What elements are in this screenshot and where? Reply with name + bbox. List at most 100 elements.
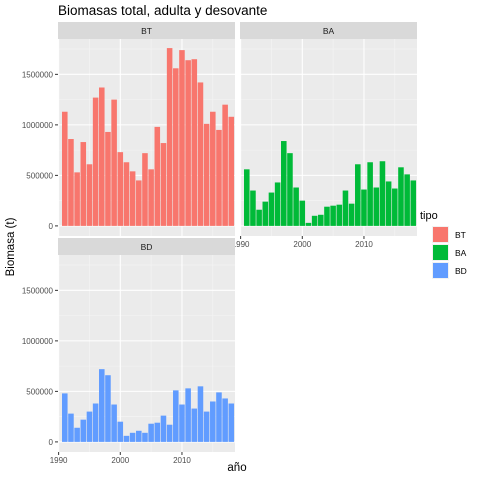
bar bbox=[62, 393, 68, 442]
bar bbox=[348, 203, 355, 226]
bar bbox=[99, 369, 105, 442]
bar bbox=[210, 401, 216, 442]
legend-label: BT bbox=[455, 230, 466, 240]
facet-panel-bt: BT 0 500000 1000000 1500000 bbox=[22, 22, 235, 236]
bar bbox=[74, 172, 80, 226]
x-axis-title: año bbox=[227, 462, 246, 474]
bar bbox=[191, 59, 198, 226]
legend-title: tipo bbox=[420, 210, 438, 222]
y-tick-label: 0 bbox=[49, 438, 54, 447]
bar bbox=[123, 435, 130, 442]
bar bbox=[185, 388, 191, 442]
bar bbox=[222, 398, 228, 442]
bar bbox=[185, 60, 191, 226]
bar bbox=[142, 432, 148, 442]
bar bbox=[274, 182, 281, 226]
facet-strip bbox=[240, 22, 417, 39]
legend-swatch-bd bbox=[433, 263, 448, 278]
bar bbox=[324, 206, 330, 226]
facet-strip-label: BA bbox=[323, 26, 335, 36]
bar bbox=[154, 126, 161, 226]
bar bbox=[148, 169, 154, 226]
bar bbox=[117, 152, 124, 226]
bar bbox=[154, 422, 161, 442]
bar bbox=[228, 116, 235, 226]
bar bbox=[361, 189, 367, 226]
bar bbox=[191, 408, 198, 442]
bar bbox=[99, 87, 105, 226]
bar bbox=[92, 403, 99, 442]
bar bbox=[404, 174, 410, 226]
legend-swatch-bt bbox=[433, 227, 448, 242]
bar bbox=[336, 204, 343, 226]
bar bbox=[111, 404, 117, 442]
bar bbox=[305, 222, 312, 226]
bar bbox=[166, 48, 173, 226]
bar bbox=[117, 421, 124, 442]
bar bbox=[166, 424, 173, 442]
y-tick-label: 500000 bbox=[26, 171, 53, 180]
y-tick-label: 1000000 bbox=[22, 121, 54, 130]
bar bbox=[129, 171, 136, 226]
bar bbox=[299, 200, 306, 226]
bar bbox=[111, 99, 117, 226]
y-tick-label: 1500000 bbox=[22, 70, 54, 79]
y-tick-label: 0 bbox=[49, 222, 54, 231]
bar bbox=[160, 143, 167, 226]
y-axis-title: Biomasa (t) bbox=[5, 217, 17, 276]
bar bbox=[68, 413, 74, 442]
bar bbox=[342, 190, 349, 226]
facet-panel-ba: BA 1990 2000 2010 bbox=[232, 22, 417, 249]
bar bbox=[203, 123, 210, 226]
bar bbox=[367, 162, 373, 226]
facet-strip-label: BD bbox=[141, 242, 153, 252]
bar bbox=[293, 187, 299, 226]
x-tick-label: 1990 bbox=[50, 456, 68, 465]
legend-label: BA bbox=[455, 248, 467, 258]
bar bbox=[287, 153, 293, 226]
y-tick-label: 1000000 bbox=[22, 337, 54, 346]
bar bbox=[410, 180, 417, 226]
bar bbox=[80, 142, 87, 226]
bar bbox=[256, 209, 262, 226]
legend: tipo BT BA BD bbox=[420, 210, 467, 279]
legend-swatch-ba bbox=[433, 245, 448, 260]
bar bbox=[379, 161, 386, 226]
facet-panel-bd: BD 0 500000 1000000 1500000 1990 2000 2010 bbox=[22, 238, 235, 465]
bar bbox=[210, 111, 216, 226]
bar bbox=[250, 190, 256, 226]
x-tick-label: 2000 bbox=[293, 240, 311, 249]
facet-strip bbox=[58, 238, 235, 255]
bar bbox=[142, 153, 148, 226]
bar bbox=[216, 392, 222, 442]
bar bbox=[105, 131, 111, 226]
bar bbox=[355, 164, 361, 226]
bar bbox=[86, 411, 93, 442]
bar bbox=[68, 139, 74, 226]
bar bbox=[173, 390, 179, 442]
bar bbox=[281, 141, 287, 226]
bar bbox=[373, 187, 380, 226]
bar bbox=[129, 432, 136, 442]
bar bbox=[197, 386, 204, 442]
bar bbox=[244, 169, 250, 226]
bar bbox=[80, 419, 87, 442]
bar bbox=[203, 411, 210, 442]
bar bbox=[228, 403, 235, 442]
bar bbox=[105, 375, 111, 442]
bar bbox=[222, 104, 228, 226]
x-tick-label: 2010 bbox=[355, 240, 373, 249]
bar bbox=[136, 180, 142, 226]
bar bbox=[179, 50, 185, 226]
bar bbox=[318, 214, 324, 226]
facet-strip bbox=[58, 22, 235, 39]
bar bbox=[311, 215, 318, 226]
x-tick-label: 1990 bbox=[232, 240, 250, 249]
y-tick-label: 500000 bbox=[26, 387, 53, 396]
legend-label: BD bbox=[455, 266, 467, 276]
facet-panels: BT 0 500000 1000000 1500000 BA 1990 2000 2010 BD 0… bbox=[22, 22, 417, 465]
y-tick-label: 1500000 bbox=[22, 286, 54, 295]
bar bbox=[160, 415, 167, 442]
bar bbox=[92, 97, 99, 226]
